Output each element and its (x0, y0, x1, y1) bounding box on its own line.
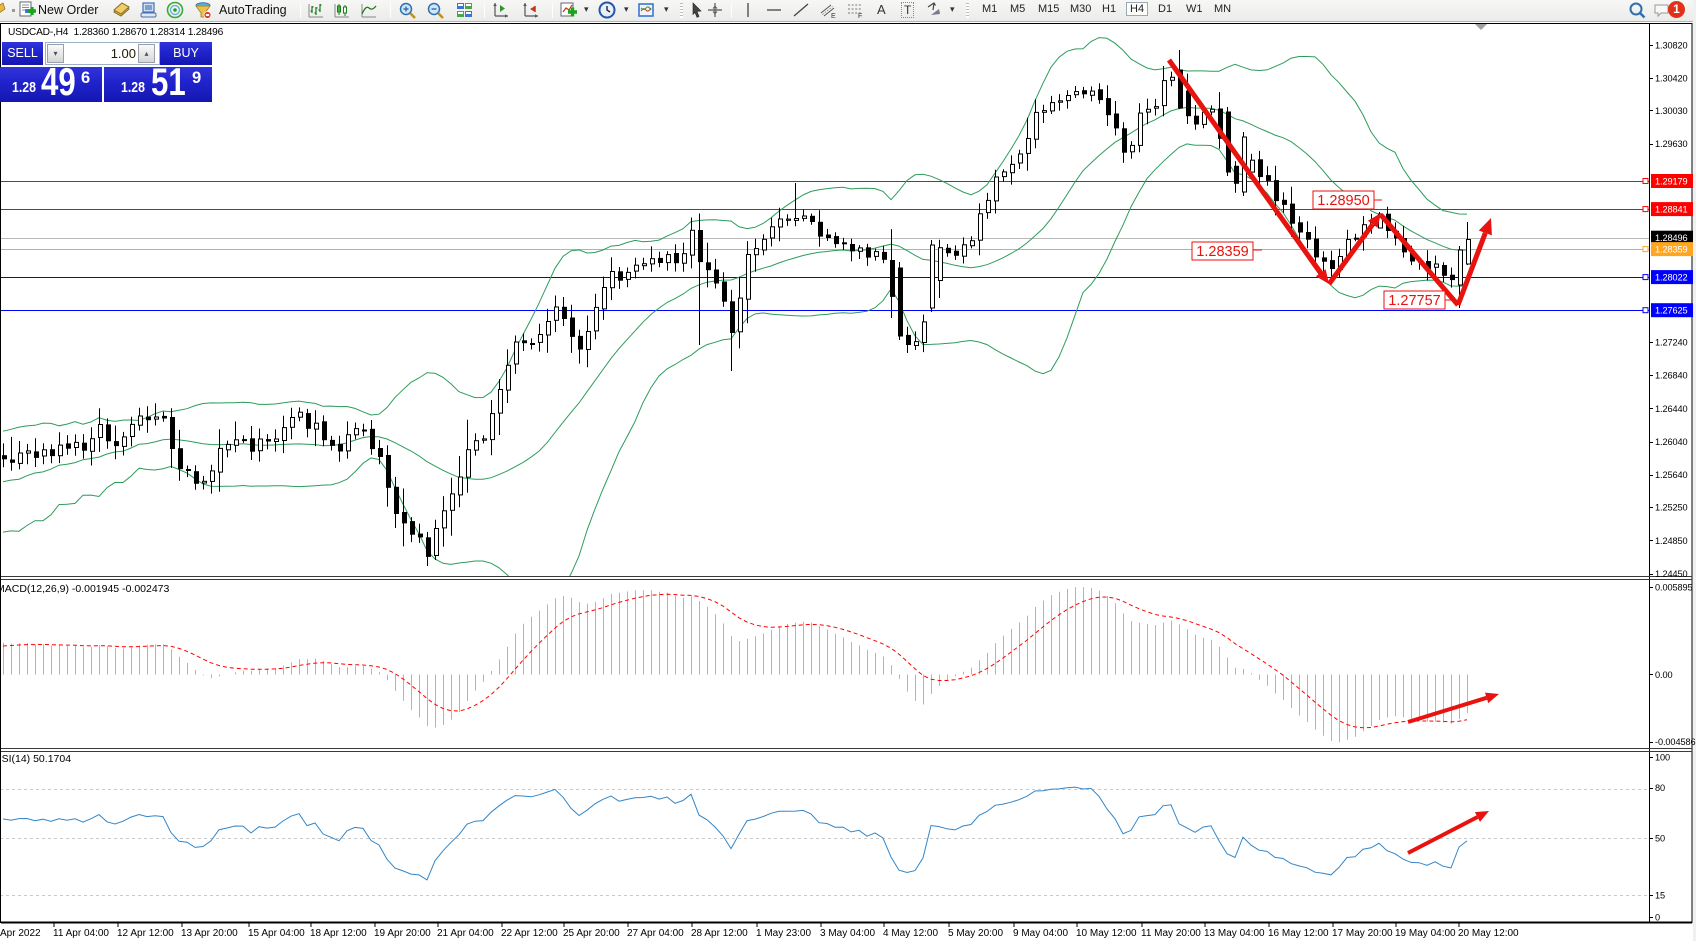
svg-text:1.28950: 1.28950 (1317, 193, 1369, 209)
svg-text:1.30420: 1.30420 (1655, 74, 1688, 84)
svg-text:17 May 20:00: 17 May 20:00 (1332, 928, 1393, 939)
svg-text:1.28496: 1.28496 (1655, 233, 1688, 243)
svg-text:13 Apr 20:00: 13 Apr 20:00 (181, 928, 238, 939)
svg-text:19 Apr 20:00: 19 Apr 20:00 (374, 928, 431, 939)
svg-text:4 May 12:00: 4 May 12:00 (883, 928, 938, 939)
svg-text:18 Apr 12:00: 18 Apr 12:00 (310, 928, 367, 939)
svg-text:1.29630: 1.29630 (1655, 139, 1688, 149)
svg-text:10 May 12:00: 10 May 12:00 (1076, 928, 1137, 939)
svg-text:1.26440: 1.26440 (1655, 404, 1688, 414)
svg-text:1.27757: 1.27757 (1388, 293, 1440, 309)
svg-text:100: 100 (1655, 753, 1670, 763)
svg-text:11 May 20:00: 11 May 20:00 (1141, 928, 1201, 939)
svg-text:0: 0 (1655, 913, 1660, 923)
svg-text:11 Apr 04:00: 11 Apr 04:00 (53, 928, 109, 939)
svg-text:15 Apr 04:00: 15 Apr 04:00 (248, 928, 305, 939)
svg-text:MACD(12,26,9) -0.001945 -0.002: MACD(12,26,9) -0.001945 -0.002473 (0, 583, 170, 595)
svg-text:1 May 23:00: 1 May 23:00 (756, 928, 811, 939)
svg-text:E: E (831, 13, 836, 20)
svg-text:1.26840: 1.26840 (1655, 371, 1688, 381)
svg-text:22 Apr 12:00: 22 Apr 12:00 (501, 928, 558, 939)
svg-text:13 May 04:00: 13 May 04:00 (1204, 928, 1265, 939)
svg-text:1.27625: 1.27625 (1655, 306, 1688, 316)
svg-text:F: F (858, 13, 862, 20)
svg-text:Apr 2022: Apr 2022 (0, 928, 41, 939)
svg-text:80: 80 (1655, 783, 1665, 793)
svg-text:RSI(14) 50.1704: RSI(14) 50.1704 (0, 753, 71, 765)
svg-text:1.24450: 1.24450 (1655, 569, 1688, 579)
svg-text:3 May 04:00: 3 May 04:00 (820, 928, 875, 939)
svg-text:25 Apr 20:00: 25 Apr 20:00 (563, 928, 620, 939)
svg-text:9 May 04:00: 9 May 04:00 (1013, 928, 1068, 939)
svg-text:1.30030: 1.30030 (1655, 106, 1688, 116)
svg-text:-0.004586: -0.004586 (1655, 737, 1695, 747)
svg-text:1.25640: 1.25640 (1655, 470, 1688, 480)
svg-text:27 Apr 04:00: 27 Apr 04:00 (627, 928, 684, 939)
svg-text:12 Apr 12:00: 12 Apr 12:00 (117, 928, 174, 939)
svg-text:0.005895: 0.005895 (1655, 583, 1693, 593)
svg-text:21 Apr 04:00: 21 Apr 04:00 (437, 928, 494, 939)
svg-text:1.29179: 1.29179 (1655, 177, 1688, 187)
svg-text:1.28022: 1.28022 (1655, 273, 1688, 283)
svg-text:1.25250: 1.25250 (1655, 503, 1688, 513)
svg-text:1.30820: 1.30820 (1655, 40, 1688, 50)
svg-text:1.28841: 1.28841 (1655, 205, 1688, 215)
svg-text:1.27240: 1.27240 (1655, 337, 1688, 347)
svg-text:1.24850: 1.24850 (1655, 536, 1688, 546)
svg-text:1.28359: 1.28359 (1196, 244, 1248, 260)
svg-text:5 May 20:00: 5 May 20:00 (948, 928, 1003, 939)
svg-text:20 May 12:00: 20 May 12:00 (1458, 928, 1519, 939)
svg-text:0.00: 0.00 (1655, 670, 1672, 680)
svg-text:1.26040: 1.26040 (1655, 437, 1688, 447)
svg-text:50: 50 (1655, 834, 1665, 844)
svg-text:1.28359: 1.28359 (1655, 245, 1688, 255)
svg-text:16 May 12:00: 16 May 12:00 (1268, 928, 1329, 939)
svg-text:19 May 04:00: 19 May 04:00 (1395, 928, 1456, 939)
svg-text:15: 15 (1655, 891, 1665, 901)
svg-text:28 Apr 12:00: 28 Apr 12:00 (691, 928, 748, 939)
